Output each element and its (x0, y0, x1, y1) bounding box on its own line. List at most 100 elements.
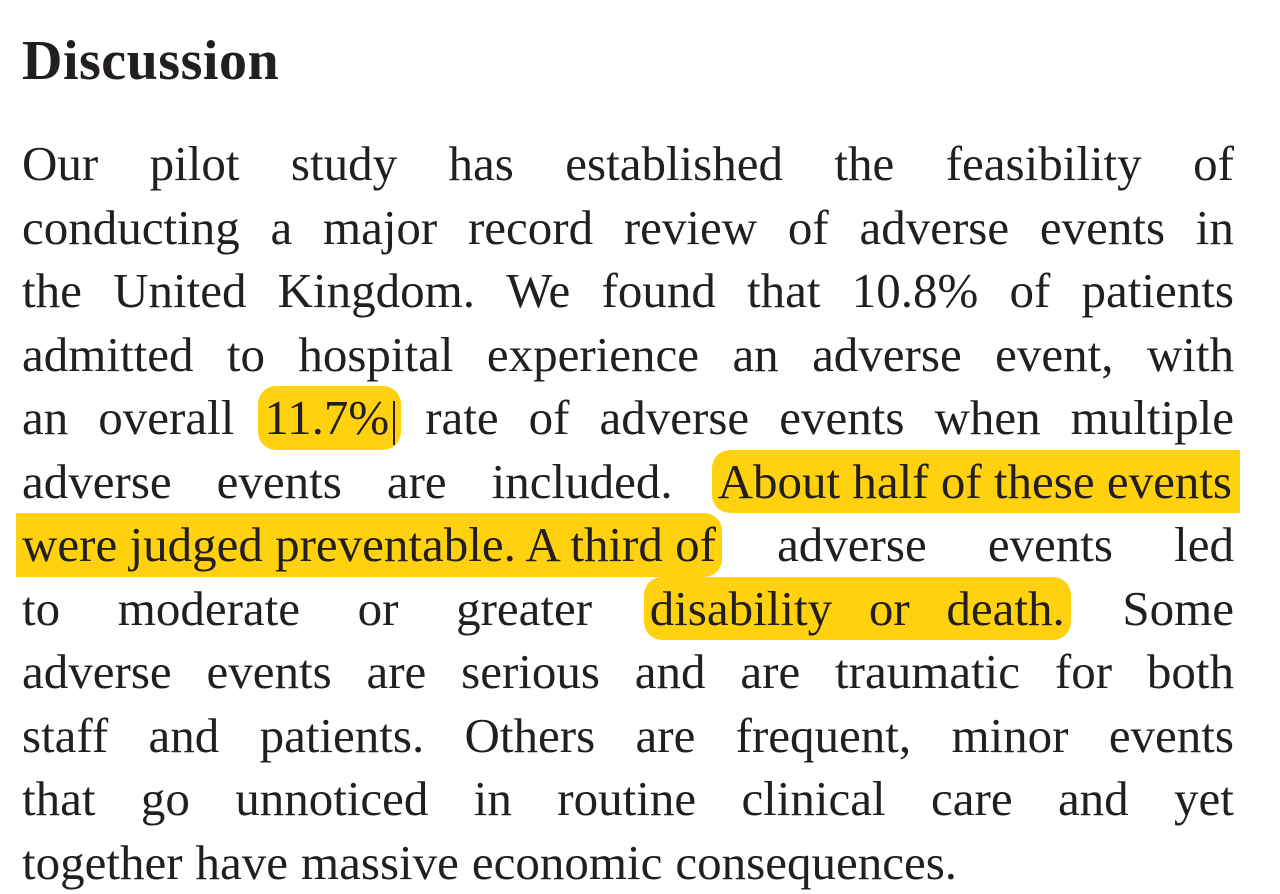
paragraph-line: to moderate or greater disability or death. S… (22, 577, 1234, 641)
word: pilot (150, 132, 240, 196)
word: the (22, 259, 82, 323)
word: staff (22, 704, 108, 768)
word: traumatic (835, 640, 1020, 704)
word: Our (22, 132, 98, 196)
word: and (635, 640, 706, 704)
word: feasibility (946, 132, 1142, 196)
word: major (323, 196, 437, 260)
word: are (387, 450, 447, 514)
word: of (529, 386, 570, 450)
word: an (22, 386, 68, 450)
word: adverse (777, 513, 927, 577)
word: has (449, 132, 514, 196)
word: conducting (22, 196, 240, 260)
word: to (22, 577, 60, 641)
word: overall (98, 386, 234, 450)
word: admitted (22, 323, 193, 387)
word: are (740, 640, 800, 704)
paragraph-line: staff and patients. Others are frequent, minor… (22, 704, 1234, 768)
word: United (113, 259, 246, 323)
word: of (1193, 132, 1234, 196)
word: hospital (298, 323, 453, 387)
word: that (22, 767, 95, 831)
word: with (1147, 323, 1234, 387)
word: included. (492, 450, 673, 514)
word: consequences. (675, 831, 957, 894)
word: study (291, 132, 397, 196)
word: or (358, 577, 399, 641)
word: adverse (600, 386, 750, 450)
word: Kingdom. (278, 259, 475, 323)
word: frequent, (736, 704, 912, 768)
word: events (206, 640, 331, 704)
word: minor (951, 704, 1068, 768)
section-heading: Discussion (22, 28, 279, 95)
word: We (506, 259, 570, 323)
word: are (366, 640, 426, 704)
highlighted-text: were judged preventable. A third of (16, 513, 722, 577)
word: are (636, 704, 696, 768)
word: adverse (22, 640, 172, 704)
word: both (1147, 640, 1234, 704)
word: events (1109, 704, 1234, 768)
word: when (934, 386, 1040, 450)
word: events (217, 450, 342, 514)
word: massive (301, 831, 459, 894)
word: found (602, 259, 716, 323)
word: events (988, 513, 1113, 577)
word: patients. (260, 704, 425, 768)
word: the (834, 132, 894, 196)
word: and (1058, 767, 1129, 831)
word: review (624, 196, 757, 260)
word: serious (461, 640, 600, 704)
word: 10.8% (852, 259, 979, 323)
word: adverse (22, 450, 172, 514)
word: go (141, 767, 190, 831)
word: that (747, 259, 820, 323)
word: for (1055, 640, 1112, 704)
word: record (468, 196, 593, 260)
word: of (1010, 259, 1051, 323)
word: event, (995, 323, 1113, 387)
word: of (788, 196, 829, 260)
word: events (779, 386, 904, 450)
word: yet (1174, 767, 1234, 831)
paragraph-line: Our pilot study has established the feasibilit… (22, 132, 1234, 196)
highlighted-text: disability or death. (644, 577, 1071, 641)
word: have (196, 831, 289, 894)
word: economic (472, 831, 662, 894)
word: and (149, 704, 220, 768)
word: to (227, 323, 265, 387)
word: care (931, 767, 1013, 831)
word: an (732, 323, 778, 387)
word: rate (425, 386, 498, 450)
word: clinical (741, 767, 885, 831)
word: adverse (859, 196, 1009, 260)
text-cursor (393, 401, 395, 445)
highlighted-text: 11.7% (258, 386, 401, 450)
word: Others (465, 704, 596, 768)
word: a (270, 196, 292, 260)
word: multiple (1071, 386, 1234, 450)
word: unnoticed (235, 767, 428, 831)
word: in (474, 767, 512, 831)
highlighted-text: About half of these events (712, 450, 1240, 514)
discussion-paragraph: Our pilot study has established the feasibilit… (22, 132, 1234, 894)
word: Some (1122, 577, 1234, 641)
word: together (22, 831, 183, 894)
word: led (1174, 513, 1234, 577)
word: moderate (118, 577, 300, 641)
word: experience (487, 323, 699, 387)
word: greater (456, 577, 592, 641)
word: established (565, 132, 783, 196)
word: events (1040, 196, 1165, 260)
word: in (1196, 196, 1234, 260)
